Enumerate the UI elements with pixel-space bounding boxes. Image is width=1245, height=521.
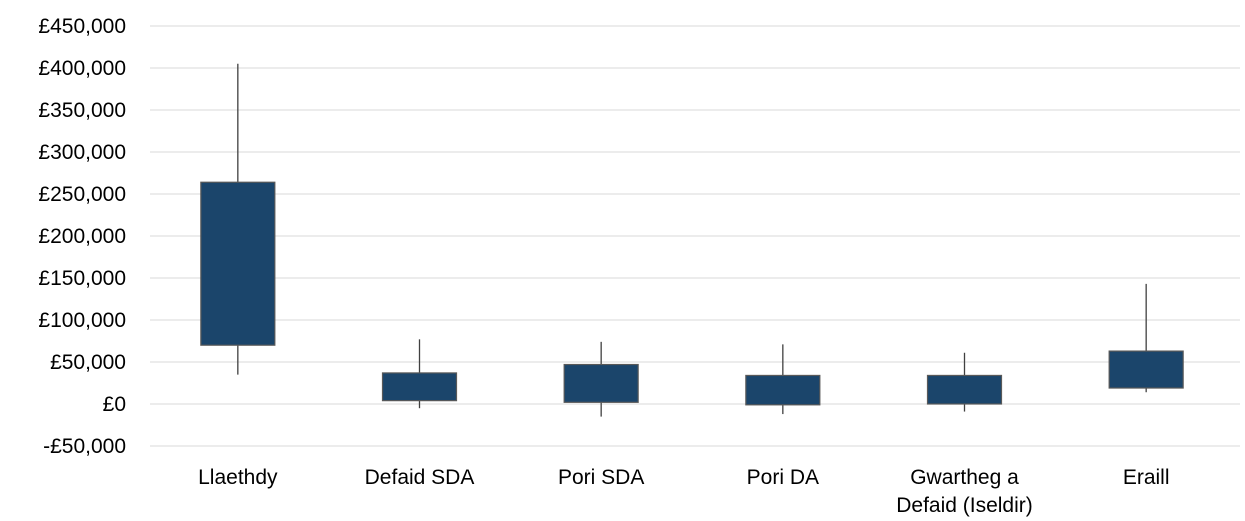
y-tick-label: £100,000 — [38, 309, 126, 332]
x-category-label: Defaid (Iseldir) — [896, 494, 1033, 517]
x-category-label: Pori DA — [747, 466, 819, 489]
box-group — [563, 341, 639, 417]
x-axis-category-labels: Llaethdy Defaid SDA Pori SDA Pori DA Gwarthe… — [198, 466, 1169, 517]
box-rect — [745, 374, 821, 406]
y-tick-label: £400,000 — [38, 57, 126, 80]
y-tick-label: £200,000 — [38, 225, 126, 248]
box-rect — [200, 181, 276, 346]
x-category-label: Llaethdy — [198, 466, 278, 489]
y-tick-label: £450,000 — [38, 15, 126, 38]
box-group — [745, 344, 821, 415]
box-rect — [563, 363, 639, 403]
x-category-label: Gwartheg a — [910, 466, 1019, 489]
box-rect — [381, 372, 458, 402]
box-group — [1108, 283, 1184, 393]
box-group — [200, 63, 276, 375]
box-rect — [926, 374, 1003, 405]
box-rect — [1108, 350, 1184, 389]
y-tick-label: £0 — [103, 393, 126, 416]
y-tick-label: £300,000 — [38, 141, 126, 164]
x-category-label: Defaid SDA — [365, 466, 475, 489]
y-tick-label: £50,000 — [50, 351, 126, 374]
box-group — [381, 339, 458, 409]
box-series — [200, 63, 1184, 417]
x-category-label: Eraill — [1123, 466, 1170, 489]
y-tick-label: £250,000 — [38, 183, 126, 206]
y-tick-label: £350,000 — [38, 99, 126, 122]
y-axis-tick-labels: -£50,000 £0 £50,000 £100,000 £150,000 £200,00… — [38, 15, 126, 458]
gridlines — [150, 25, 1240, 447]
x-category-label: Pori SDA — [558, 466, 644, 489]
y-tick-label: -£50,000 — [43, 435, 126, 458]
box-group — [926, 352, 1003, 412]
y-tick-label: £150,000 — [38, 267, 126, 290]
